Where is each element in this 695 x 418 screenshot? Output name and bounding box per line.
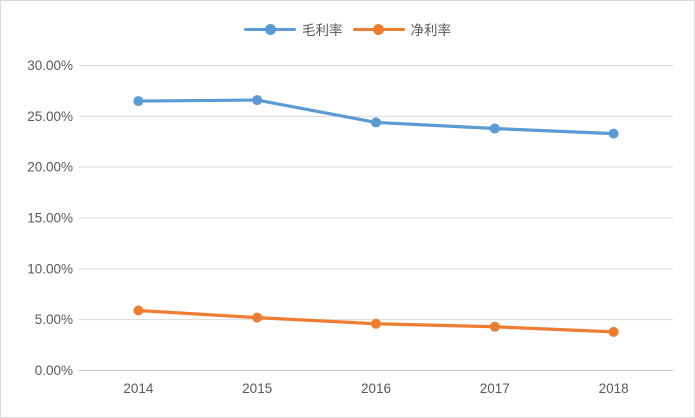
data-point-marker[interactable] [608,128,619,139]
legend-label-gross-margin: 毛利率 [302,23,343,38]
x-axis-tick-label: 2015 [242,381,272,396]
data-point-marker[interactable] [133,305,144,316]
y-axis-tick-label: 30.00% [27,58,73,73]
data-point-marker[interactable] [489,123,500,134]
series-line-0 [136,98,616,136]
legend-label-net-margin: 净利率 [410,23,452,38]
y-axis-tick-label: 20.00% [27,160,73,175]
data-point-marker[interactable] [133,96,144,107]
legend-item-net-margin[interactable]: 净利率 [352,19,452,39]
legend: 毛利率 净利率 [1,19,694,39]
data-point-marker[interactable] [608,326,619,337]
y-axis-tick-label: 25.00% [27,109,73,124]
data-point-marker[interactable] [252,95,263,106]
y-axis-tick-label: 5.00% [35,312,73,327]
legend-item-gross-margin[interactable]: 毛利率 [244,19,343,39]
x-axis-tick-label: 2014 [123,381,154,396]
data-point-marker[interactable] [371,318,381,329]
y-axis-tick-label: 15.00% [27,211,73,226]
x-axis-tick-label: 2017 [480,381,510,396]
data-point-marker[interactable] [489,321,500,332]
x-axis-tick-label: 2018 [599,381,629,396]
legend-line-marker-icon [352,23,405,35]
y-axis-tick-label: 10.00% [27,261,73,276]
data-point-marker[interactable] [371,117,381,128]
legend-line-marker-icon [244,23,296,35]
data-point-marker[interactable] [252,312,263,323]
x-axis-tick-label: 2016 [361,381,391,396]
y-axis-tick-label: 0.00% [35,363,73,378]
